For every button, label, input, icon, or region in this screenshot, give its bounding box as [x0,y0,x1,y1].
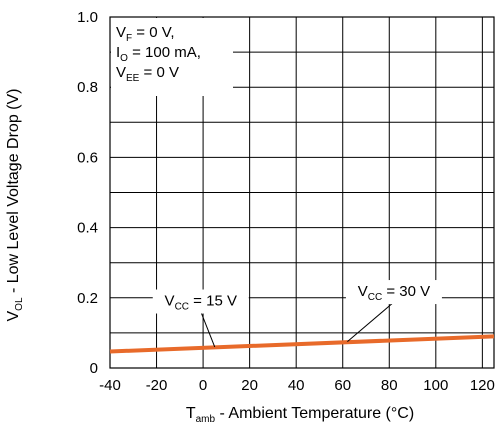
y-tick-label: 0.2 [77,290,98,307]
condition-text: IO = 100 mA, [116,44,201,64]
y-tick-label: 0.8 [77,79,98,96]
x-axis-title: Tamb - Ambient Temperature (°C) [186,405,414,425]
x-tick-label: 60 [334,377,351,394]
y-tick-label: 0.6 [77,149,98,166]
annotation-leader [347,301,395,343]
ticks-layer: -40 -20 0 20 40 60 80 100 120 0 0.2 0.4 0.6 0.8 1.0 [77,9,495,394]
y-tick-label: 0.4 [77,220,98,237]
x-tick-label: 80 [381,377,398,394]
series-layer [109,334,495,354]
condition-text: VEE = 0 V [116,64,179,84]
x-tick-label: 0 [199,377,207,394]
annotation-bg [345,280,442,305]
plot-frame [109,16,495,369]
y-axis-title: VOL - Low Level Voltage Drop (V) [5,88,25,321]
y-tick-label: 1.0 [77,9,98,26]
x-tick-label: 20 [241,377,258,394]
series-line [109,334,495,354]
x-tick-label: -20 [146,377,168,394]
annotation-bg [152,289,249,314]
annotations-layer: VF = 0 V,IO = 100 mA,VEE = 0 V VCC = 15 V… [111,18,442,348]
annotation-label: VCC = 30 V [358,283,430,303]
x-tick-label: 100 [423,377,448,394]
x-tick-label: -40 [99,377,121,394]
y-tick-label: 0 [90,360,98,377]
annotation-leader [200,311,216,348]
annotation-label: VCC = 15 V [165,293,237,313]
x-tick-label: 40 [288,377,305,394]
conditions-box [111,18,233,96]
condition-text: VF = 0 V, [116,24,175,44]
x-tick-label: 120 [470,377,495,394]
